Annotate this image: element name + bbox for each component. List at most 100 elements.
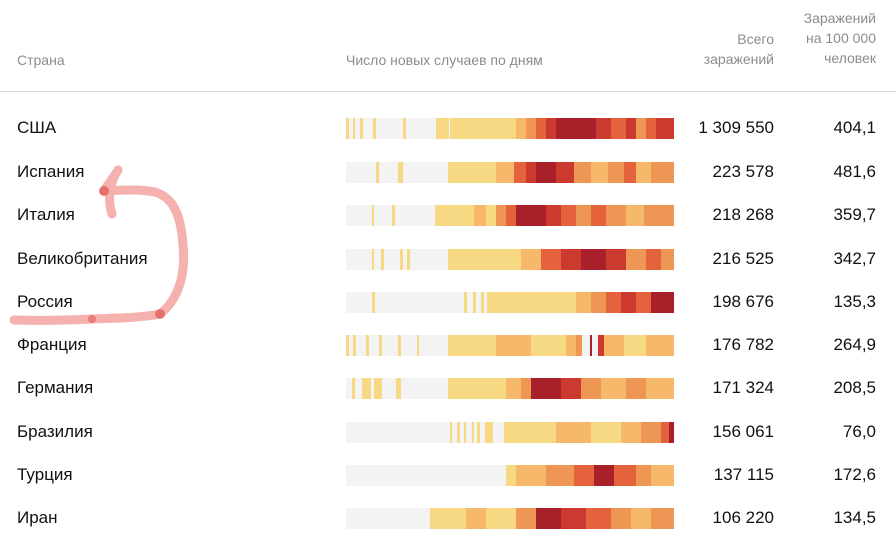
heatstrip-segment <box>536 508 561 529</box>
country-name: Великобритания <box>17 249 148 268</box>
table-row[interactable]: Турция 137 115 172,6 <box>0 454 896 497</box>
heatstrip-segment <box>366 335 369 356</box>
heatstrip-segment <box>576 335 582 356</box>
cases-per-100k-value: 172,6 <box>833 465 876 484</box>
heatstrip-segment <box>656 118 674 139</box>
total-cases-value: 137 115 <box>713 465 774 484</box>
table-row[interactable]: Россия 198 676 135,3 <box>0 281 896 324</box>
column-header-total: Всего заражений <box>674 29 774 69</box>
heatstrip-segment <box>353 118 355 139</box>
heatstrip-segment <box>536 162 556 183</box>
heatstrip-segment <box>506 205 516 226</box>
daily-cases-heatstrip <box>346 335 674 356</box>
table-row[interactable]: Италия 218 268 359,7 <box>0 194 896 237</box>
heatstrip-segment <box>606 249 626 270</box>
heatstrip-segment <box>604 335 624 356</box>
table-row[interactable]: Иран 106 220 134,5 <box>0 497 896 540</box>
table-row[interactable]: США 1 309 550 404,1 <box>0 107 896 150</box>
table-row[interactable]: Франция 176 782 264,9 <box>0 324 896 367</box>
heatstrip-segment <box>546 205 561 226</box>
country-name: Италия <box>17 205 75 224</box>
country-name: Иран <box>17 508 58 527</box>
heatstrip-segment <box>611 118 626 139</box>
total-cases-value: 198 676 <box>712 292 774 311</box>
heatstrip-segment <box>646 118 656 139</box>
heatstrip-segment <box>576 292 591 313</box>
column-header-per-100k-line2: на 100 000 <box>805 30 876 46</box>
column-header-daily-cases: Число новых случаев по дням <box>346 52 543 68</box>
daily-cases-heatstrip <box>346 162 674 183</box>
heatstrip-segment <box>626 205 644 226</box>
daily-cases-heatstrip <box>346 292 674 313</box>
total-cases-value: 1 309 550 <box>698 118 774 137</box>
heatstrip-segment <box>556 162 574 183</box>
country-name: Бразилия <box>17 422 93 441</box>
column-header-per-100k: Заражений на 100 000 человек <box>776 8 876 68</box>
heatstrip-segment <box>346 335 349 356</box>
heatstrip-segment <box>591 205 606 226</box>
heatstrip-segment <box>586 508 611 529</box>
heatstrip-segment <box>590 335 592 356</box>
total-cases-value: 171 324 <box>712 378 774 397</box>
cases-per-100k-value: 76,0 <box>842 422 876 441</box>
heatstrip-segment <box>561 249 581 270</box>
heatstrip-segment <box>614 465 636 486</box>
heatstrip-segment <box>606 292 621 313</box>
heatstrip-segment <box>651 508 674 529</box>
total-cases-value: 176 782 <box>712 335 774 354</box>
heatstrip-segment <box>496 292 576 313</box>
column-header-total-line2: заражений <box>703 51 774 67</box>
heatstrip-segment <box>541 249 561 270</box>
heatstrip-segment <box>450 249 521 270</box>
table-row[interactable]: Испания 223 578 481,6 <box>0 151 896 194</box>
heatstrip-segment <box>435 205 436 226</box>
heatstrip-segment <box>506 465 516 486</box>
heatstrip-segment <box>576 205 591 226</box>
heatstrip-segment <box>486 508 516 529</box>
heatstrip-segment <box>398 162 403 183</box>
table-row[interactable]: Германия 171 324 208,5 <box>0 367 896 410</box>
heatstrip-segment <box>374 378 382 399</box>
heatstrip-segment <box>651 292 674 313</box>
heatstrip-segment <box>601 378 626 399</box>
heatstrip-segment <box>379 335 382 356</box>
table-row[interactable]: Бразилия 156 061 76,0 <box>0 411 896 454</box>
heatstrip-segment <box>591 162 608 183</box>
heatstrip-segment <box>472 422 474 443</box>
column-header-country: Страна <box>17 52 65 68</box>
heatstrip-segment <box>516 465 546 486</box>
heatstrip-segment <box>651 162 674 183</box>
heatstrip-segment <box>346 118 349 139</box>
country-name: США <box>17 118 57 137</box>
daily-cases-heatstrip <box>346 118 674 139</box>
heatstrip-segment <box>504 422 506 443</box>
heatstrip-segment <box>506 422 556 443</box>
cases-per-100k-value: 404,1 <box>833 118 876 137</box>
heatstrip-segment <box>516 205 546 226</box>
heatstrip-segment <box>496 205 506 226</box>
total-cases-value: 216 525 <box>712 249 774 268</box>
country-name: Франция <box>17 335 87 354</box>
heatstrip-segment <box>516 508 536 529</box>
heatstrip-segment <box>608 162 624 183</box>
heatstrip-segment <box>536 118 546 139</box>
heatstrip-segment <box>641 422 661 443</box>
heatstrip-segment <box>606 205 626 226</box>
heatstrip-segment <box>372 249 374 270</box>
total-cases-value: 106 220 <box>712 508 774 527</box>
heatstrip-segment <box>591 292 606 313</box>
total-cases-value: 218 268 <box>712 205 774 224</box>
heatstrip-segment <box>496 335 531 356</box>
heatstrip-segment <box>516 118 526 139</box>
heatstrip-segment <box>430 508 466 529</box>
cases-per-100k-value: 264,9 <box>833 335 876 354</box>
heatstrip-segment <box>398 335 401 356</box>
table-row[interactable]: Великобритания 216 525 342,7 <box>0 238 896 281</box>
heatstrip-segment <box>417 335 419 356</box>
heatstrip-segment <box>626 378 646 399</box>
daily-cases-heatstrip <box>346 422 674 443</box>
cases-per-100k-value: 208,5 <box>833 378 876 397</box>
heatstrip-segment <box>566 335 576 356</box>
heatstrip-segment <box>506 378 521 399</box>
heatstrip-segment <box>448 162 496 183</box>
